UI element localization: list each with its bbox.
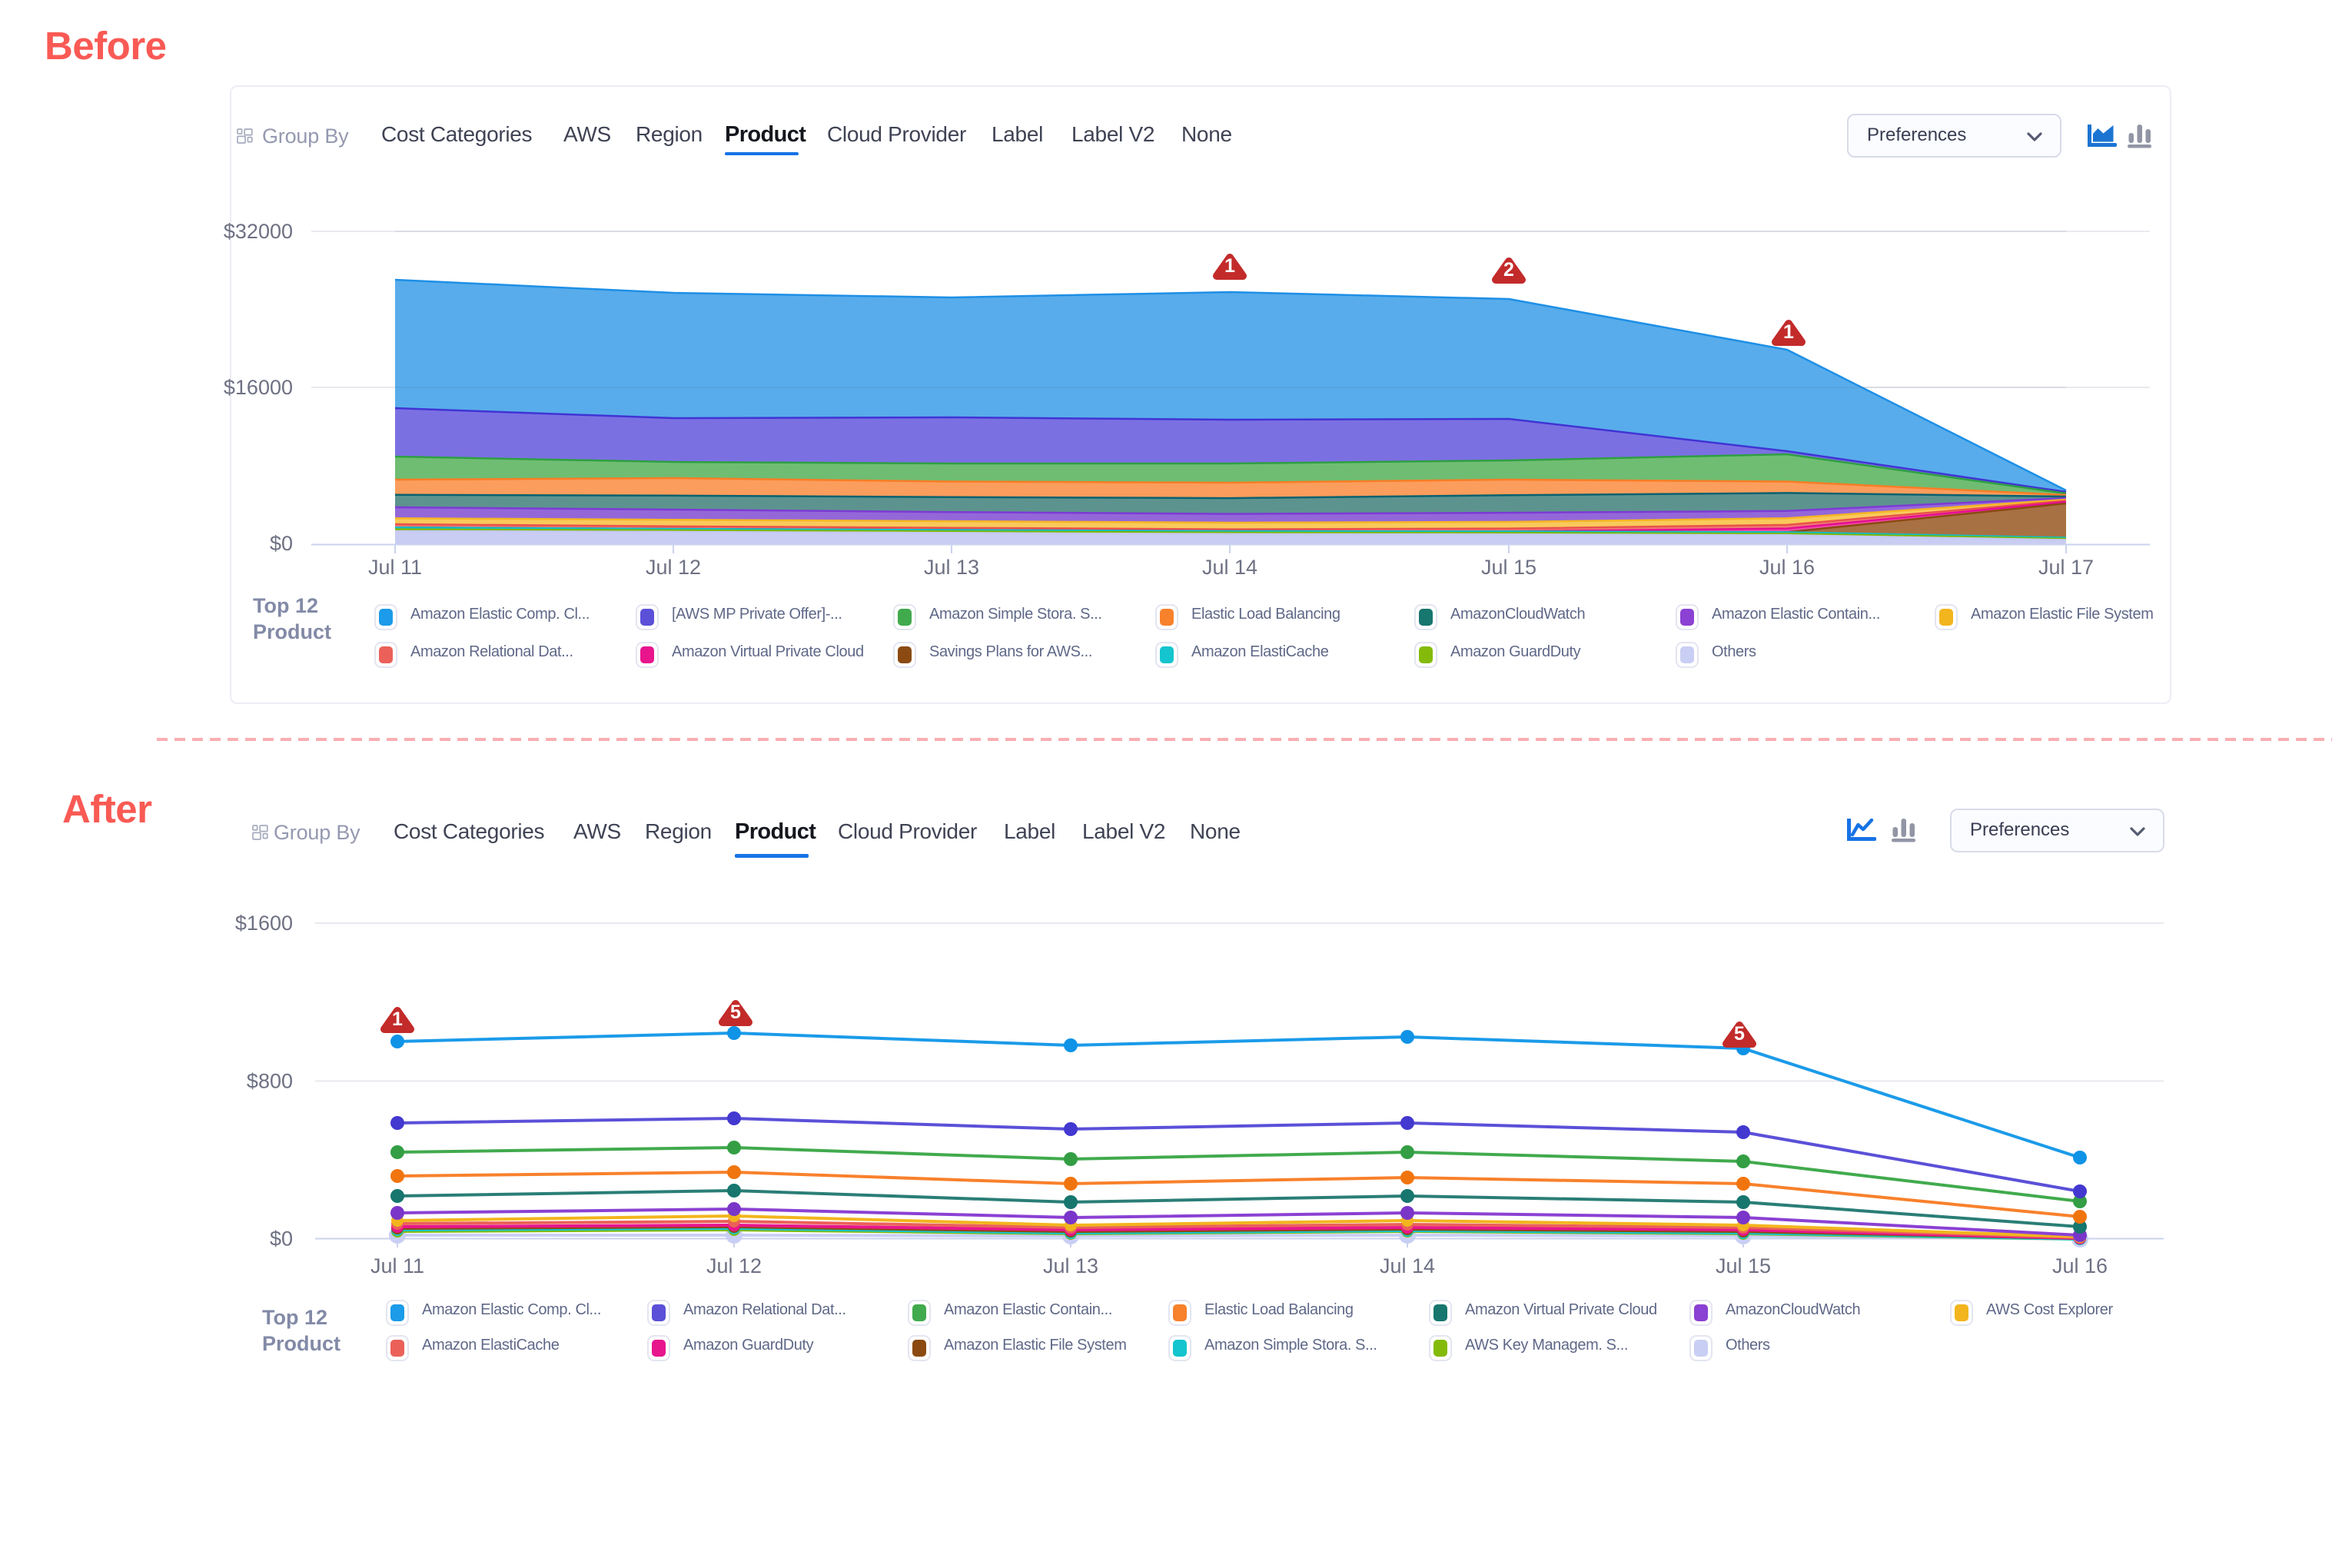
svg-text:Jul 11: Jul 11	[370, 1254, 424, 1277]
svg-text:1: 1	[392, 1008, 403, 1030]
svg-text:1: 1	[1783, 321, 1794, 343]
svg-text:2: 2	[1503, 259, 1514, 281]
svg-text:Jul 16: Jul 16	[1759, 556, 1815, 579]
svg-text:5: 5	[1734, 1023, 1745, 1045]
svg-text:Jul 15: Jul 15	[1481, 556, 1536, 579]
svg-text:$800: $800	[247, 1070, 293, 1093]
svg-text:1: 1	[1224, 255, 1235, 277]
svg-text:$32000: $32000	[224, 220, 293, 243]
svg-text:Jul 14: Jul 14	[1380, 1254, 1435, 1277]
svg-text:Jul 12: Jul 12	[706, 1254, 762, 1277]
svg-text:Jul 17: Jul 17	[2038, 556, 2094, 579]
svg-text:Jul 16: Jul 16	[2052, 1254, 2108, 1277]
svg-text:$0: $0	[270, 532, 293, 555]
svg-text:$1600: $1600	[235, 912, 293, 935]
svg-text:Jul 11: Jul 11	[368, 556, 422, 579]
svg-text:Jul 15: Jul 15	[1716, 1254, 1771, 1277]
svg-text:Jul 14: Jul 14	[1202, 556, 1257, 579]
svg-text:Jul 13: Jul 13	[1043, 1254, 1098, 1277]
svg-text:Jul 12: Jul 12	[646, 556, 701, 579]
svg-text:Jul 13: Jul 13	[924, 556, 979, 579]
svg-text:5: 5	[730, 1002, 741, 1023]
svg-text:$16000: $16000	[224, 376, 293, 399]
svg-text:$0: $0	[270, 1227, 293, 1251]
